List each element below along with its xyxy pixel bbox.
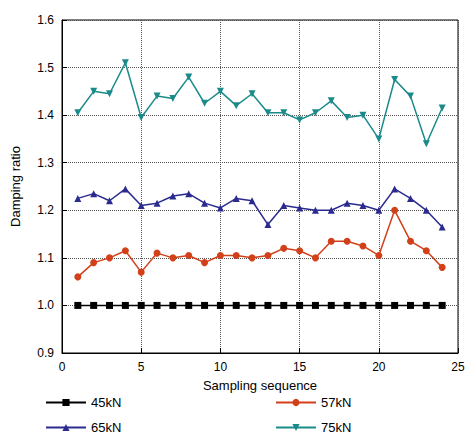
- svg-text:1.1: 1.1: [37, 251, 54, 265]
- svg-text:25: 25: [451, 360, 465, 374]
- svg-text:45kN: 45kN: [91, 395, 121, 410]
- svg-text:1.3: 1.3: [37, 156, 54, 170]
- svg-text:65kN: 65kN: [91, 420, 121, 435]
- svg-text:1.4: 1.4: [37, 108, 54, 122]
- svg-text:20: 20: [372, 360, 386, 374]
- svg-text:1.2: 1.2: [37, 203, 54, 217]
- svg-text:10: 10: [214, 360, 228, 374]
- svg-text:0.9: 0.9: [37, 346, 54, 360]
- svg-text:15: 15: [293, 360, 307, 374]
- svg-text:75kN: 75kN: [321, 420, 351, 435]
- svg-text:Sampling sequence: Sampling sequence: [203, 378, 317, 393]
- svg-text:57kN: 57kN: [321, 395, 351, 410]
- svg-text:1.6: 1.6: [37, 13, 54, 27]
- svg-text:1.0: 1.0: [37, 298, 54, 312]
- svg-text:1.5: 1.5: [37, 61, 54, 75]
- svg-text:5: 5: [138, 360, 145, 374]
- svg-text:Damping ratio: Damping ratio: [8, 146, 23, 227]
- svg-text:0: 0: [59, 360, 66, 374]
